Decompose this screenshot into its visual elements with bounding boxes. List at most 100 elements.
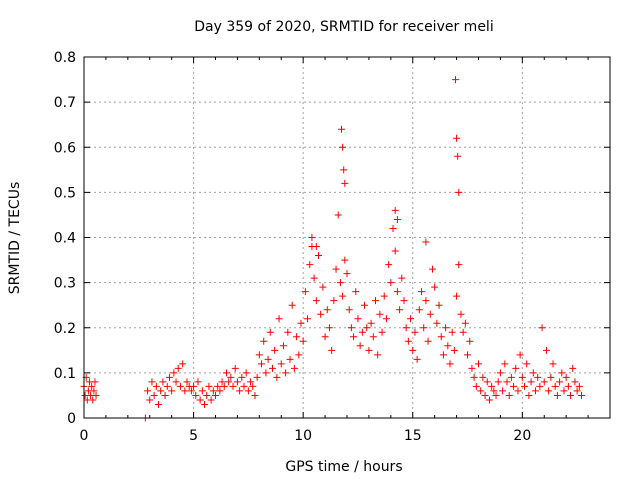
data-point bbox=[424, 337, 432, 345]
data-point bbox=[466, 337, 474, 345]
data-point bbox=[258, 360, 266, 368]
gridlines bbox=[84, 57, 610, 418]
data-point bbox=[343, 270, 351, 278]
data-point bbox=[402, 324, 410, 332]
data-point bbox=[334, 211, 342, 219]
data-point bbox=[433, 319, 441, 327]
data-points bbox=[80, 76, 586, 422]
data-point bbox=[290, 364, 298, 372]
data-point bbox=[418, 288, 426, 296]
data-point bbox=[255, 351, 263, 359]
data-point bbox=[341, 256, 349, 264]
data-point bbox=[174, 364, 182, 372]
data-point bbox=[159, 378, 167, 386]
data-point bbox=[437, 333, 445, 341]
data-point bbox=[339, 292, 347, 300]
data-point bbox=[422, 297, 430, 305]
data-point bbox=[297, 319, 305, 327]
data-point bbox=[488, 382, 496, 390]
data-point bbox=[455, 188, 463, 196]
data-point bbox=[172, 378, 180, 386]
data-point bbox=[448, 328, 456, 336]
data-point bbox=[516, 351, 524, 359]
data-point bbox=[361, 301, 369, 309]
data-point bbox=[304, 315, 312, 323]
data-point bbox=[293, 333, 301, 341]
data-point bbox=[236, 387, 244, 395]
x-tick-label: 15 bbox=[404, 428, 422, 444]
data-point bbox=[446, 360, 454, 368]
data-point bbox=[273, 373, 281, 381]
data-point bbox=[499, 387, 507, 395]
data-point bbox=[413, 355, 421, 363]
data-point bbox=[439, 351, 447, 359]
data-point bbox=[507, 373, 515, 381]
data-point bbox=[400, 297, 408, 305]
data-point bbox=[451, 76, 459, 84]
data-point bbox=[518, 373, 526, 381]
data-point bbox=[536, 382, 544, 390]
data-point bbox=[196, 396, 204, 404]
data-point bbox=[231, 364, 239, 372]
data-point bbox=[547, 373, 555, 381]
data-point bbox=[382, 315, 390, 323]
data-point bbox=[525, 391, 533, 399]
y-tick-label: 0 bbox=[67, 411, 76, 427]
data-point bbox=[411, 328, 419, 336]
data-point bbox=[220, 382, 228, 390]
y-tick-label: 0.5 bbox=[54, 185, 76, 201]
data-point bbox=[242, 369, 250, 377]
data-point bbox=[244, 387, 252, 395]
data-point bbox=[249, 382, 257, 390]
data-point bbox=[271, 346, 279, 354]
data-point bbox=[325, 324, 333, 332]
x-tick-label: 5 bbox=[189, 428, 198, 444]
data-point bbox=[330, 297, 338, 305]
data-point bbox=[468, 364, 476, 372]
data-point bbox=[216, 387, 224, 395]
data-point bbox=[575, 382, 583, 390]
data-point bbox=[201, 400, 209, 408]
data-point bbox=[266, 328, 274, 336]
data-point bbox=[444, 342, 452, 350]
data-point bbox=[453, 292, 461, 300]
data-point bbox=[218, 378, 226, 386]
data-point bbox=[308, 234, 316, 241]
data-point bbox=[459, 328, 467, 336]
data-point bbox=[240, 382, 248, 390]
data-point bbox=[299, 337, 307, 345]
data-point bbox=[323, 306, 331, 314]
data-point bbox=[485, 396, 493, 404]
data-point bbox=[363, 324, 371, 332]
data-point bbox=[367, 319, 375, 327]
data-point bbox=[332, 265, 340, 273]
data-point bbox=[183, 378, 191, 386]
data-point bbox=[89, 396, 97, 404]
data-point bbox=[306, 261, 314, 269]
data-point bbox=[90, 387, 98, 395]
data-point bbox=[179, 360, 187, 368]
x-tick-label: 0 bbox=[80, 428, 89, 444]
data-point bbox=[328, 346, 336, 354]
data-point bbox=[534, 373, 542, 381]
data-point bbox=[571, 378, 579, 386]
data-point bbox=[192, 391, 200, 399]
data-point bbox=[396, 306, 404, 314]
data-point bbox=[470, 373, 478, 381]
data-point bbox=[155, 400, 163, 408]
data-point bbox=[229, 382, 237, 390]
data-point bbox=[181, 387, 189, 395]
data-point bbox=[187, 387, 195, 395]
data-point bbox=[560, 387, 568, 395]
data-point bbox=[450, 346, 458, 354]
data-point bbox=[222, 369, 230, 377]
y-tick-label: 0.3 bbox=[54, 276, 76, 292]
data-point bbox=[431, 283, 439, 291]
data-point bbox=[253, 373, 261, 381]
data-point bbox=[161, 391, 169, 399]
data-point bbox=[393, 288, 401, 296]
data-point bbox=[321, 333, 329, 341]
data-point bbox=[233, 378, 241, 386]
data-point bbox=[454, 152, 462, 160]
data-point bbox=[521, 382, 529, 390]
